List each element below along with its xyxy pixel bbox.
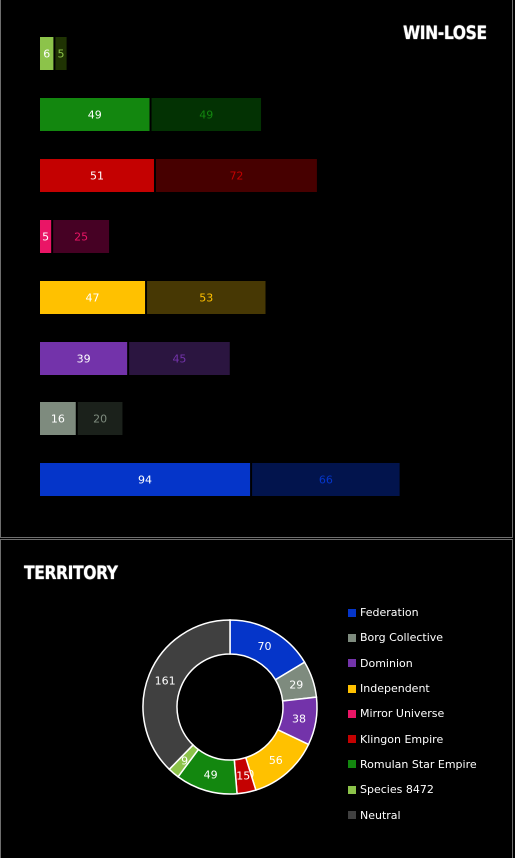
legend-item: Borg Collective <box>348 625 477 650</box>
win-bar <box>40 402 76 435</box>
legend-label: Mirror Universe <box>360 707 445 721</box>
lose-value-label: 25 <box>74 231 88 244</box>
slice-value-label: 49 <box>204 768 218 781</box>
slice-value-label: 38 <box>292 713 306 726</box>
territory-legend: Federation Borg Collective Dominion Indepen… <box>348 600 477 828</box>
win-value-label: 49 <box>88 109 102 122</box>
slice-value-label: 56 <box>269 754 283 767</box>
slice-value-label: 15 <box>236 770 250 783</box>
win-value-label: 16 <box>51 413 65 426</box>
lose-value-label: 5 <box>57 48 64 61</box>
legend-label: Dominion <box>360 656 413 670</box>
win-value-label: 51 <box>90 170 104 183</box>
win-bar <box>40 220 52 253</box>
lose-value-label: 49 <box>199 109 213 122</box>
legend-label: Species 8472 <box>360 783 434 797</box>
legend-item: Dominion <box>348 651 477 676</box>
legend-item: Romulan Star Empire <box>348 752 477 777</box>
legend-item: Mirror Universe <box>348 701 477 726</box>
lose-bar <box>252 463 400 496</box>
lose-bar <box>129 342 230 375</box>
win-value-label: 6 <box>43 48 50 61</box>
lose-value-label: 20 <box>93 413 107 426</box>
legend-swatch <box>348 684 356 693</box>
territory-panel <box>0 539 513 858</box>
win-bar <box>40 98 150 131</box>
win-lose-title: WIN-LOSE <box>403 22 487 44</box>
win-bar <box>40 281 146 314</box>
lose-bar <box>151 98 262 131</box>
legend-swatch <box>348 608 356 617</box>
legend-label: Federation <box>360 606 419 620</box>
legend-swatch <box>348 785 356 794</box>
legend-label: Klingon Empire <box>360 732 444 746</box>
legend-label: Independent <box>360 682 430 696</box>
win-lose-panel <box>0 0 513 538</box>
lose-bar <box>77 402 123 435</box>
legend-swatch <box>348 760 356 769</box>
lose-value-label: 72 <box>229 170 243 183</box>
lose-bar <box>53 220 110 253</box>
win-value-label: 47 <box>86 292 100 305</box>
lose-bar <box>147 281 266 314</box>
lose-value-label: 66 <box>319 474 333 487</box>
slice-value-label: 29 <box>289 678 303 691</box>
win-bar <box>40 37 54 70</box>
legend-item: Klingon Empire <box>348 726 477 751</box>
territory-title: TERRITORY <box>24 562 118 584</box>
win-bar <box>40 342 128 375</box>
slice-value-label: 9 <box>181 754 188 767</box>
lose-value-label: 53 <box>199 292 213 305</box>
donut-slice <box>142 619 231 771</box>
legend-item: Species 8472 <box>348 777 477 802</box>
legend-label: Neutral <box>360 808 401 822</box>
legend-swatch <box>348 659 356 668</box>
win-value-label: 39 <box>77 353 91 366</box>
legend-item: Independent <box>348 676 477 701</box>
win-bar <box>40 463 251 496</box>
legend-swatch <box>348 811 356 820</box>
slice-value-label: 70 <box>257 640 271 653</box>
legend-label: Borg Collective <box>360 631 444 645</box>
lose-bar <box>155 159 317 192</box>
legend-swatch <box>348 633 356 642</box>
legend-item: Federation <box>348 600 477 625</box>
slice-value-label: 161 <box>155 675 176 688</box>
lose-bar <box>55 37 67 70</box>
legend-label: Romulan Star Empire <box>360 757 477 771</box>
win-bar <box>40 159 154 192</box>
legend-swatch <box>348 709 356 718</box>
legend-item: Neutral <box>348 802 477 827</box>
win-value-label: 5 <box>42 231 49 244</box>
win-value-label: 94 <box>138 474 152 487</box>
legend-swatch <box>348 735 356 744</box>
lose-value-label: 45 <box>172 353 186 366</box>
territory-donut-chart: 70293856015499161 <box>142 619 318 795</box>
